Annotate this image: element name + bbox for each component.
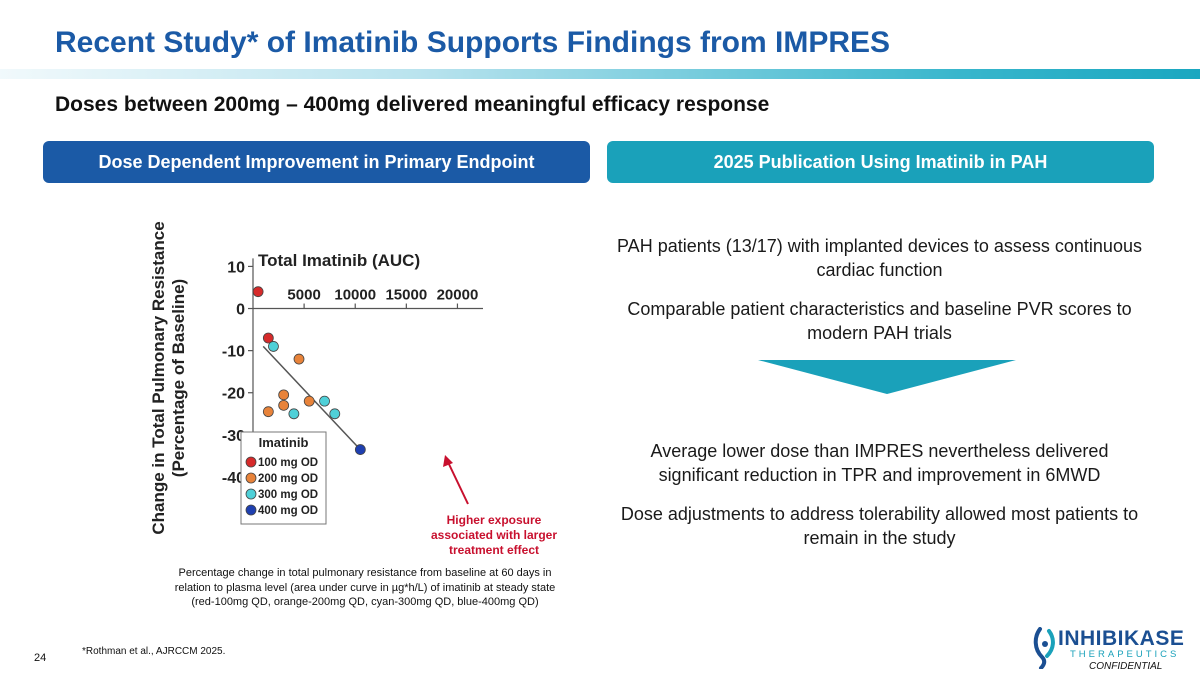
footnote: *Rothman et al., AJRCCM 2025. bbox=[82, 646, 226, 657]
right-panel-header: 2025 Publication Using Imatinib in PAH bbox=[607, 141, 1154, 183]
x-tick-label: 5000 bbox=[287, 287, 320, 304]
x-tick-label: 20000 bbox=[437, 287, 479, 304]
legend-marker bbox=[245, 504, 257, 516]
chart-title: Total Imatinib (AUC) bbox=[258, 251, 420, 270]
data-point bbox=[303, 395, 315, 407]
slide-title: Recent Study* of Imatinib Supports Findi… bbox=[55, 26, 891, 59]
callout-arrow bbox=[446, 459, 469, 505]
slide-subtitle: Doses between 200mg – 400mg delivered me… bbox=[55, 93, 770, 116]
right-bullet-3: Average lower dose than IMPRES neverthel… bbox=[650, 441, 1109, 485]
data-point bbox=[262, 332, 274, 344]
company-logo: INHIBIKASE THERAPEUTICS bbox=[1030, 627, 1190, 671]
data-point bbox=[278, 399, 290, 411]
data-point bbox=[288, 408, 300, 420]
data-point bbox=[268, 341, 279, 352]
logo-name: INHIBIKASE bbox=[1058, 627, 1185, 650]
right-bullet-1: PAH patients (13/17) with implanted devi… bbox=[617, 236, 1142, 280]
data-point bbox=[354, 444, 366, 455]
scatter-chart-svg: 10 0 -10 -20 -30 -40 5000 10000 15000 20000 Imati… bbox=[98, 210, 498, 560]
data-point bbox=[329, 408, 341, 420]
y-tick-label: 10 bbox=[227, 259, 245, 276]
legend-label: 200 mg OD bbox=[258, 473, 318, 485]
callout-line: associated with larger bbox=[430, 528, 558, 542]
y-axis-label-line: Change in Total Pulmonary Resistance bbox=[149, 221, 168, 534]
down-chevron-arrow bbox=[758, 360, 1016, 394]
right-bullet-4: Dose adjustments to address tolerability… bbox=[620, 504, 1139, 548]
page-number: 24 bbox=[34, 652, 47, 664]
y-axis-label: Change in Total Pulmonary Resistance(Per… bbox=[149, 221, 188, 534]
legend-label: 400 mg OD bbox=[258, 505, 318, 517]
logo-mark-icon bbox=[1033, 627, 1055, 669]
caption-line: (red-100mg QD, orange-200mg QD, cyan-300… bbox=[191, 596, 539, 608]
data-point bbox=[262, 406, 274, 418]
y-tick-label: -30 bbox=[222, 428, 245, 445]
legend-marker bbox=[245, 488, 257, 500]
confidential-label: CONFIDENTIAL bbox=[1089, 661, 1163, 672]
callout-arrowhead bbox=[443, 455, 453, 467]
chart-caption: Percentage change in total pulmonary res… bbox=[150, 566, 580, 610]
legend-label: 100 mg OD bbox=[258, 457, 318, 469]
legend-marker bbox=[245, 456, 257, 468]
callout-line: treatment effect bbox=[448, 543, 540, 557]
legend-title: Imatinib bbox=[259, 435, 309, 450]
left-panel-header: Dose Dependent Improvement in Primary En… bbox=[43, 141, 590, 183]
scatter-chart: 10 0 -10 -20 -30 -40 5000 10000 15000 20000 Imati… bbox=[98, 210, 498, 560]
data-point bbox=[293, 353, 305, 365]
logo-tagline: THERAPEUTICS bbox=[1070, 649, 1180, 660]
data-point bbox=[252, 286, 264, 298]
data-point bbox=[278, 389, 290, 401]
caption-line: relation to plasma level (area under cur… bbox=[174, 581, 556, 594]
legend-label: 300 mg OD bbox=[258, 489, 318, 501]
title-underline bbox=[0, 69, 1200, 79]
y-tick-label: 0 bbox=[236, 302, 245, 319]
callout-line: Higher exposure bbox=[446, 513, 542, 527]
caption-line: Percentage change in total pulmonary res… bbox=[178, 567, 552, 579]
legend-marker bbox=[245, 472, 257, 484]
y-tick-label: -10 bbox=[222, 344, 245, 361]
x-tick-label: 10000 bbox=[334, 287, 376, 304]
x-tick-label: 15000 bbox=[385, 287, 427, 304]
y-tick-label: -20 bbox=[222, 386, 245, 403]
chart-callout: Higher exposure associated with larger t… bbox=[415, 513, 573, 558]
y-tick-label: -40 bbox=[222, 470, 245, 487]
y-axis-label-line: (Percentage of Baseline) bbox=[169, 279, 188, 477]
data-point bbox=[319, 395, 330, 407]
right-bullet-2: Comparable patient characteristics and b… bbox=[627, 299, 1132, 343]
